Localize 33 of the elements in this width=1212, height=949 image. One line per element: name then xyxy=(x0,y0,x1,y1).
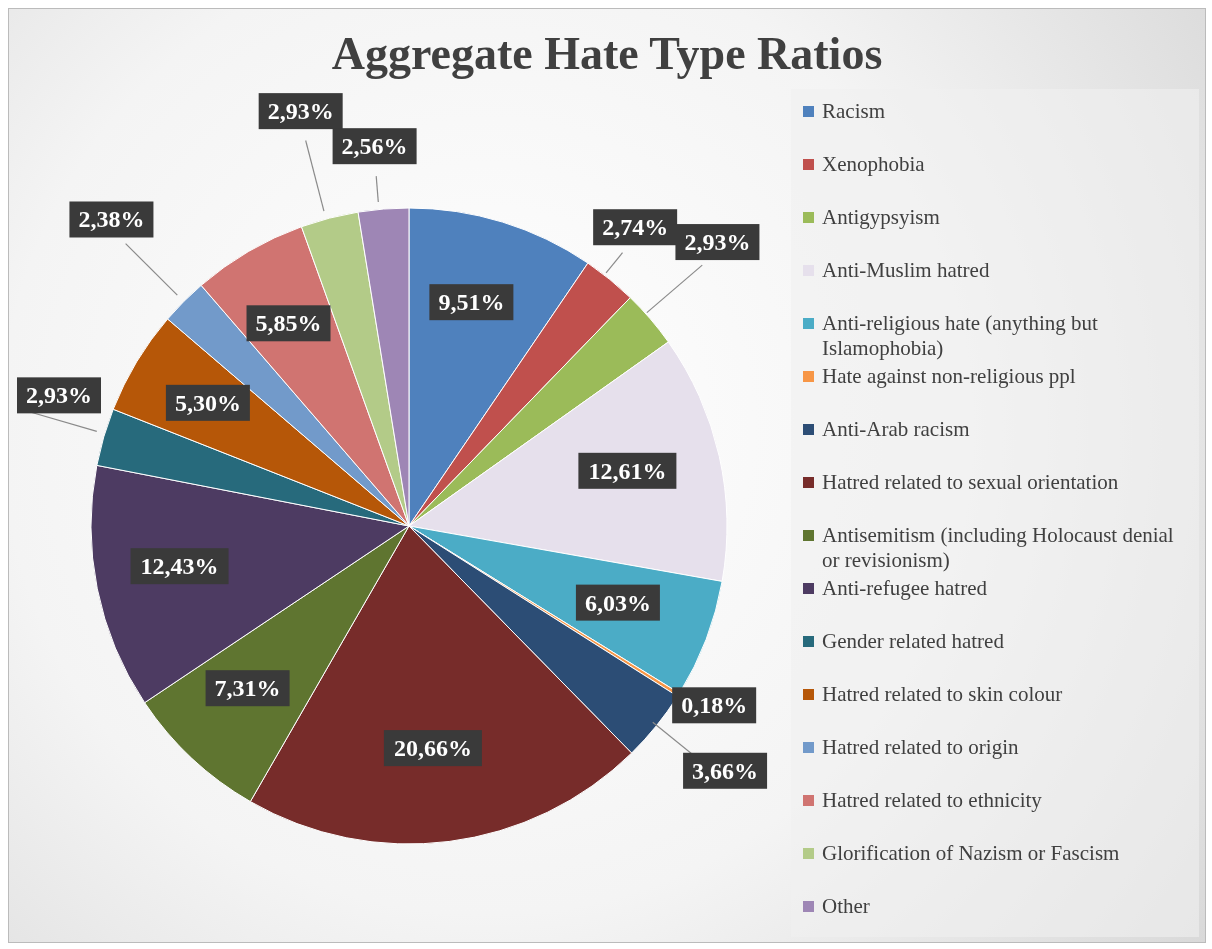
data-label: 7,31% xyxy=(214,675,281,702)
legend-label: Antisemitism (including Holocaust denial or revisionism) xyxy=(822,523,1175,573)
legend-label: Hatred related to sexual orientation xyxy=(822,470,1119,495)
data-label: 5,85% xyxy=(255,310,322,337)
legend-label: Glorification of Nazism or Fascism xyxy=(822,841,1120,866)
legend-label: Xenophobia xyxy=(822,152,925,177)
legend-label: Anti-Arab racism xyxy=(822,417,970,442)
legend-label: Anti-refugee hatred xyxy=(822,576,987,601)
data-label: 3,66% xyxy=(692,757,759,784)
data-label: 5,30% xyxy=(174,389,241,416)
data-label: 6,03% xyxy=(584,589,651,616)
data-label: 2,93% xyxy=(267,98,334,125)
legend-label: Hatred related to origin xyxy=(822,735,1019,760)
data-label: 9,51% xyxy=(438,289,505,316)
legend-label: Racism xyxy=(822,99,885,124)
data-label: 0,18% xyxy=(681,692,748,719)
legend-label: Hatred related to ethnicity xyxy=(822,788,1042,813)
data-label: 2,56% xyxy=(341,133,408,160)
data-label: 2,93% xyxy=(684,229,751,256)
data-label: 2,38% xyxy=(78,206,145,233)
legend-label: Gender related hatred xyxy=(822,629,1004,654)
data-label: 12,43% xyxy=(140,553,219,580)
legend-label: Other xyxy=(822,894,870,919)
legend-label: Hatred related to skin colour xyxy=(822,682,1063,707)
data-label: 2,74% xyxy=(602,214,669,241)
data-label: 20,66% xyxy=(393,735,472,762)
data-label: 2,93% xyxy=(26,382,92,409)
chart-title: Aggregate Hate Type Ratios xyxy=(330,27,884,80)
legend-label: Hate against non-religious ppl xyxy=(822,364,1076,389)
data-label: 12,61% xyxy=(588,457,667,484)
legend-label: Anti-religious hate (anything but Islamophobia) xyxy=(822,311,1099,361)
legend-label: Antigypsyism xyxy=(822,205,940,230)
legend-label: Anti-Muslim hatred xyxy=(822,258,990,283)
